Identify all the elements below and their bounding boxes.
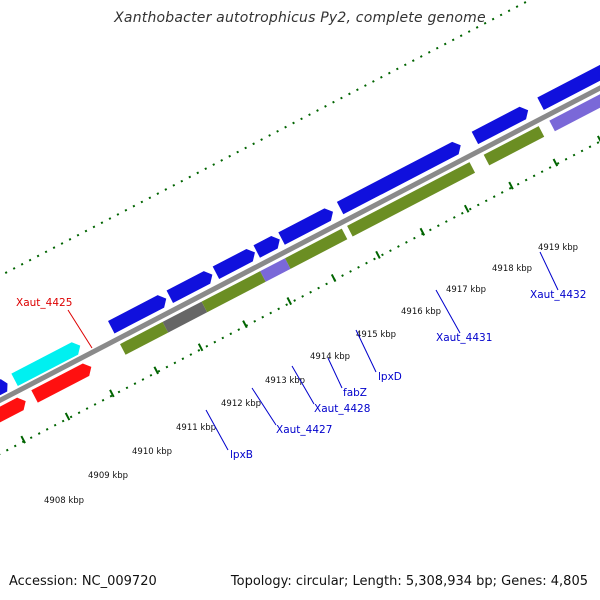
scale-label: 4919 kbp — [538, 243, 578, 253]
gene-label-leader — [355, 329, 377, 373]
major-tick — [197, 343, 204, 352]
genome-summary: Topology: circular; Length: 5,308,934 bp… — [230, 574, 588, 589]
cds-block — [201, 271, 266, 313]
cds-block — [549, 92, 600, 132]
major-tick — [286, 297, 293, 306]
scale-label: 4911 kbp — [176, 423, 216, 433]
major-tick — [419, 227, 426, 236]
gene-arrow — [336, 141, 461, 215]
gene-label[interactable]: Xaut_4431 — [436, 332, 492, 344]
gene-arrow — [11, 342, 81, 387]
gene-label[interactable]: Xaut_4432 — [530, 289, 586, 301]
major-tick — [375, 250, 381, 259]
cds-block — [483, 126, 545, 166]
gene-label-leader — [539, 251, 559, 291]
cds-block — [120, 321, 169, 355]
major-tick — [109, 389, 115, 398]
gene-arrow — [166, 271, 213, 303]
forward-gene-track — [0, 62, 600, 408]
gene-label-leader — [251, 387, 277, 426]
scale-label: 4908 kbp — [44, 496, 84, 506]
gene-arrow — [212, 248, 255, 279]
cds-block — [162, 301, 208, 333]
scale-label: 4912 kbp — [221, 399, 261, 409]
gene-arrow — [471, 106, 529, 145]
major-tick — [242, 320, 248, 329]
scale-label: 4917 kbp — [446, 285, 486, 295]
gene-label-leader — [435, 289, 461, 334]
gene-label[interactable]: Xaut_4427 — [276, 424, 332, 436]
major-tick — [20, 435, 26, 444]
scale-label: 4918 kbp — [492, 264, 532, 274]
gene-arrow — [108, 295, 167, 334]
major-tick — [463, 204, 470, 213]
gene-label-leader — [327, 357, 343, 389]
gene-label[interactable]: lpxB — [230, 449, 253, 461]
major-ticks — [20, 135, 600, 444]
scale-label: 4909 kbp — [88, 471, 128, 481]
gene-label[interactable]: fabZ — [343, 387, 367, 399]
gene-label[interactable]: Xaut_4428 — [314, 403, 370, 415]
scale-label: 4913 kbp — [265, 376, 305, 386]
major-tick — [330, 273, 337, 282]
major-tick — [64, 412, 71, 421]
title: Xanthobacter autotrophicus Py2, complete… — [114, 10, 486, 26]
cds-block — [285, 228, 348, 269]
reverse-gene-track — [0, 92, 600, 429]
major-tick — [508, 181, 514, 190]
gene-arrow — [278, 208, 334, 245]
gene-label[interactable]: lpxD — [378, 371, 402, 383]
cds-block — [260, 258, 291, 282]
gene-arrow — [253, 236, 280, 258]
major-tick — [153, 366, 159, 375]
gene-label[interactable]: Xaut_4425 — [16, 297, 72, 309]
scale-label: 4916 kbp — [401, 307, 441, 317]
gene-label-leader — [291, 365, 315, 405]
scale-label: 4910 kbp — [132, 447, 172, 457]
gene-arrow — [0, 397, 26, 429]
scale-label: 4915 kbp — [356, 330, 396, 340]
accession: Accession: NC_009720 — [9, 574, 157, 589]
gene-label-leader — [67, 309, 93, 349]
genome-backbone — [0, 41, 600, 453]
outer-tick-ring — [0, 0, 600, 353]
gene-arrow — [31, 363, 92, 403]
major-tick — [552, 158, 559, 167]
scale-label: 4914 kbp — [310, 352, 350, 362]
cds-block — [347, 162, 476, 237]
gene-label-leader — [205, 409, 229, 451]
gene-arrow — [537, 62, 600, 110]
